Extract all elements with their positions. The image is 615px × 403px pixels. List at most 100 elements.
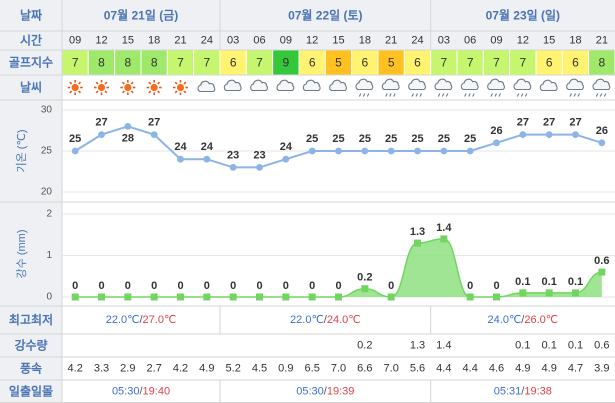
- sun-ray: [174, 81, 178, 85]
- rain-drop: [524, 93, 528, 97]
- sun-ray: [104, 81, 108, 85]
- sun-separator: /: [139, 386, 143, 398]
- golf-index-value: 7: [440, 56, 447, 70]
- rain-data-label: 0: [98, 280, 104, 292]
- min-temp: 24.0℃: [488, 314, 522, 326]
- rain-point: [98, 293, 105, 301]
- sunrise-time: 05:30: [296, 386, 324, 398]
- rain-drop: [445, 93, 449, 97]
- rain-point: [282, 293, 290, 301]
- time-cell: 15: [543, 35, 555, 47]
- wind-cell: 4.5: [252, 363, 267, 375]
- rain-drop: [385, 93, 388, 97]
- day-header: 07월 23일 (일): [486, 8, 560, 23]
- time-cell: 09: [280, 35, 292, 47]
- sun-ray: [148, 90, 152, 94]
- temp-data-label: 27: [148, 117, 160, 129]
- sun-icon: [120, 80, 136, 95]
- rain-axis-tick: 1: [46, 250, 52, 261]
- minmax-separator: /: [324, 314, 328, 326]
- day-header: 07월 22일 (토): [288, 8, 362, 23]
- rain-data-label: 0: [125, 280, 131, 292]
- rainfall-cell: 0.2: [357, 340, 372, 352]
- cloud-rain-icon: [566, 78, 584, 97]
- row-label: 최고최저: [9, 312, 53, 327]
- row-label: 일출일몰: [9, 384, 53, 399]
- minmax-separator: /: [139, 314, 143, 326]
- rain-point: [150, 293, 158, 301]
- temp-data-label: 24: [174, 141, 187, 153]
- partly-cloudy-night-icon: [197, 80, 216, 93]
- sun-ray: [130, 90, 134, 94]
- temp-point: [282, 155, 290, 163]
- wind-cell: 6.6: [357, 363, 372, 375]
- rain-data-label: 0: [493, 280, 499, 292]
- day-header: 07월 21일 (금): [104, 8, 178, 23]
- cloud-shape: [381, 78, 400, 91]
- temp-axis-tick: 25: [41, 146, 53, 157]
- golf-index-cell: [535, 49, 563, 76]
- time-cell: 18: [569, 35, 581, 47]
- sun-cell: 05:30/19:40: [112, 386, 170, 398]
- wind-cell: 4.9: [542, 363, 557, 375]
- rain-point: [124, 293, 132, 301]
- rain-point: [598, 268, 606, 276]
- cloud-icon: [223, 79, 242, 92]
- minmax-separator: /: [521, 314, 525, 326]
- rain-point: [177, 293, 184, 301]
- sun-ray: [78, 90, 82, 94]
- time-cell: 15: [332, 35, 344, 47]
- rain-drop: [569, 93, 572, 97]
- sun-ray: [157, 81, 161, 85]
- cloud-shape: [487, 78, 505, 91]
- rain-point: [545, 289, 553, 297]
- temp-point: [124, 123, 132, 130]
- temp-data-label: 23: [253, 149, 265, 161]
- sun-icon: [67, 80, 83, 95]
- cloud-rain-icon: [460, 78, 479, 97]
- max-temp: 26.0℃: [524, 314, 558, 326]
- golf-index-cell: [166, 49, 195, 76]
- row-label: 날씨: [20, 81, 42, 95]
- rain-data-label: 0: [335, 280, 341, 292]
- sun-ray: [78, 81, 82, 85]
- sun-ray: [183, 90, 187, 94]
- temp-data-label: 26: [596, 125, 608, 137]
- golf-index-value: 6: [309, 56, 316, 70]
- cloud-rain-icon: [408, 78, 426, 97]
- rain-drop: [520, 93, 524, 97]
- rain-drop: [498, 93, 501, 97]
- rain-point: [71, 293, 79, 301]
- time-cell: 03: [227, 35, 239, 47]
- sun-ray: [183, 81, 187, 85]
- cloud-shape: [302, 79, 321, 92]
- time-cell: 09: [490, 35, 502, 47]
- sun-icon: [173, 80, 188, 95]
- rain-data-label: 0: [467, 280, 473, 292]
- temp-data-label: 25: [69, 133, 81, 145]
- temp-point: [361, 147, 369, 155]
- cloud-shape: [539, 79, 558, 92]
- time-cell: 21: [174, 35, 186, 47]
- rain-point: [572, 289, 579, 297]
- wind-cell: 0.9: [278, 363, 293, 375]
- sunset-time: 19:40: [143, 386, 171, 398]
- temp-point: [519, 131, 527, 139]
- wind-cell: 2.7: [147, 363, 162, 375]
- cloud-shape: [592, 78, 611, 91]
- date-row-label: 날짜: [20, 8, 42, 23]
- golf-index-cell: [87, 49, 116, 76]
- rain-data-label: 1.3: [410, 226, 425, 238]
- time-cell: 18: [148, 35, 160, 47]
- max-temp: 27.0℃: [143, 314, 177, 326]
- wind-cell: 7.0: [331, 363, 346, 375]
- row-label: 강수량: [14, 339, 47, 353]
- time-cell: 24: [201, 35, 213, 47]
- time-header-row: [62, 31, 615, 50]
- sun-icon: [146, 80, 162, 95]
- rain-data-label: 0: [309, 280, 315, 292]
- rain-drop: [490, 93, 493, 97]
- golf-index-value: 6: [414, 56, 421, 70]
- rain-point: [519, 289, 527, 297]
- rain-point: [361, 285, 369, 293]
